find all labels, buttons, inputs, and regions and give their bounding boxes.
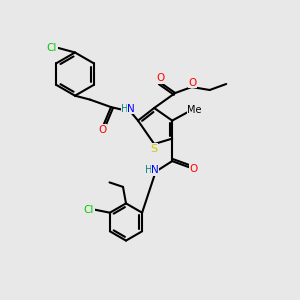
Text: Cl: Cl (84, 205, 94, 215)
Text: Me: Me (188, 105, 202, 115)
Text: O: O (188, 77, 196, 88)
Text: Cl: Cl (47, 43, 57, 53)
Text: N: N (151, 165, 159, 175)
Text: H: H (122, 103, 129, 114)
Text: O: O (98, 124, 106, 135)
Text: H: H (145, 165, 152, 175)
Text: S: S (151, 143, 158, 154)
Text: O: O (189, 164, 197, 174)
Text: N: N (127, 103, 135, 114)
Text: O: O (156, 73, 164, 83)
